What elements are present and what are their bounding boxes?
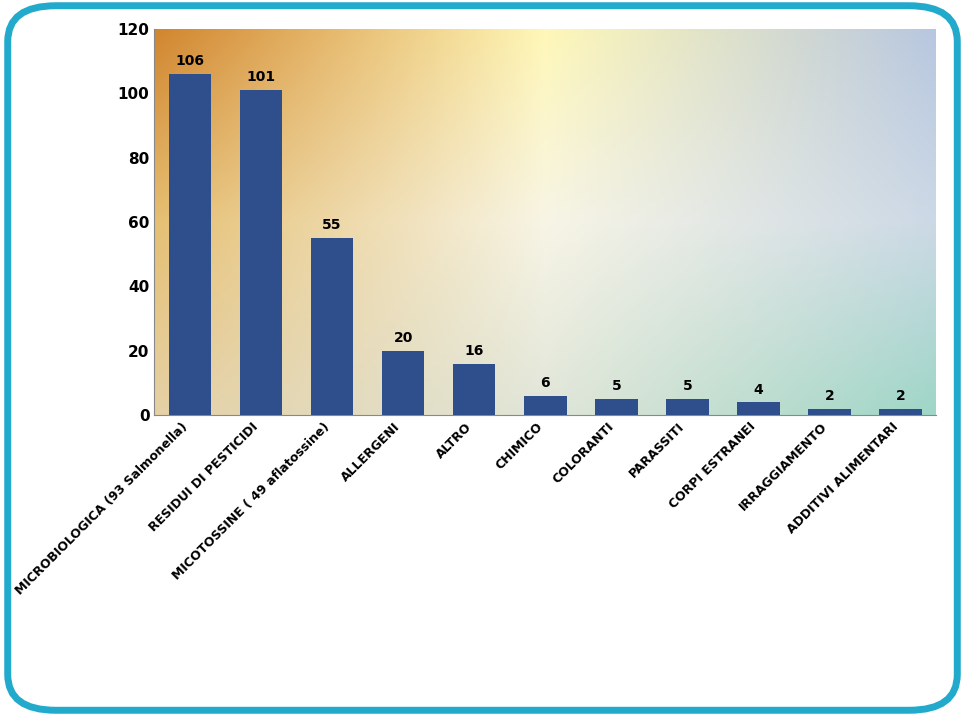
Text: 20: 20 xyxy=(394,331,413,345)
Bar xyxy=(737,402,780,415)
Bar xyxy=(808,409,851,415)
Bar xyxy=(666,400,708,415)
Text: 2: 2 xyxy=(824,389,835,403)
Bar xyxy=(382,351,425,415)
Bar xyxy=(595,400,638,415)
Text: 5: 5 xyxy=(612,379,621,393)
Bar xyxy=(311,238,353,415)
Text: 4: 4 xyxy=(754,382,763,397)
Bar xyxy=(239,90,283,415)
Text: 106: 106 xyxy=(176,54,205,68)
Text: 101: 101 xyxy=(246,70,276,84)
Text: 55: 55 xyxy=(322,218,342,232)
Text: 2: 2 xyxy=(896,389,905,403)
Bar xyxy=(524,396,566,415)
Bar xyxy=(453,364,495,415)
Bar xyxy=(879,409,922,415)
Text: 16: 16 xyxy=(464,344,483,358)
Text: 5: 5 xyxy=(682,379,692,393)
Bar xyxy=(169,74,211,415)
Text: 6: 6 xyxy=(540,376,550,390)
